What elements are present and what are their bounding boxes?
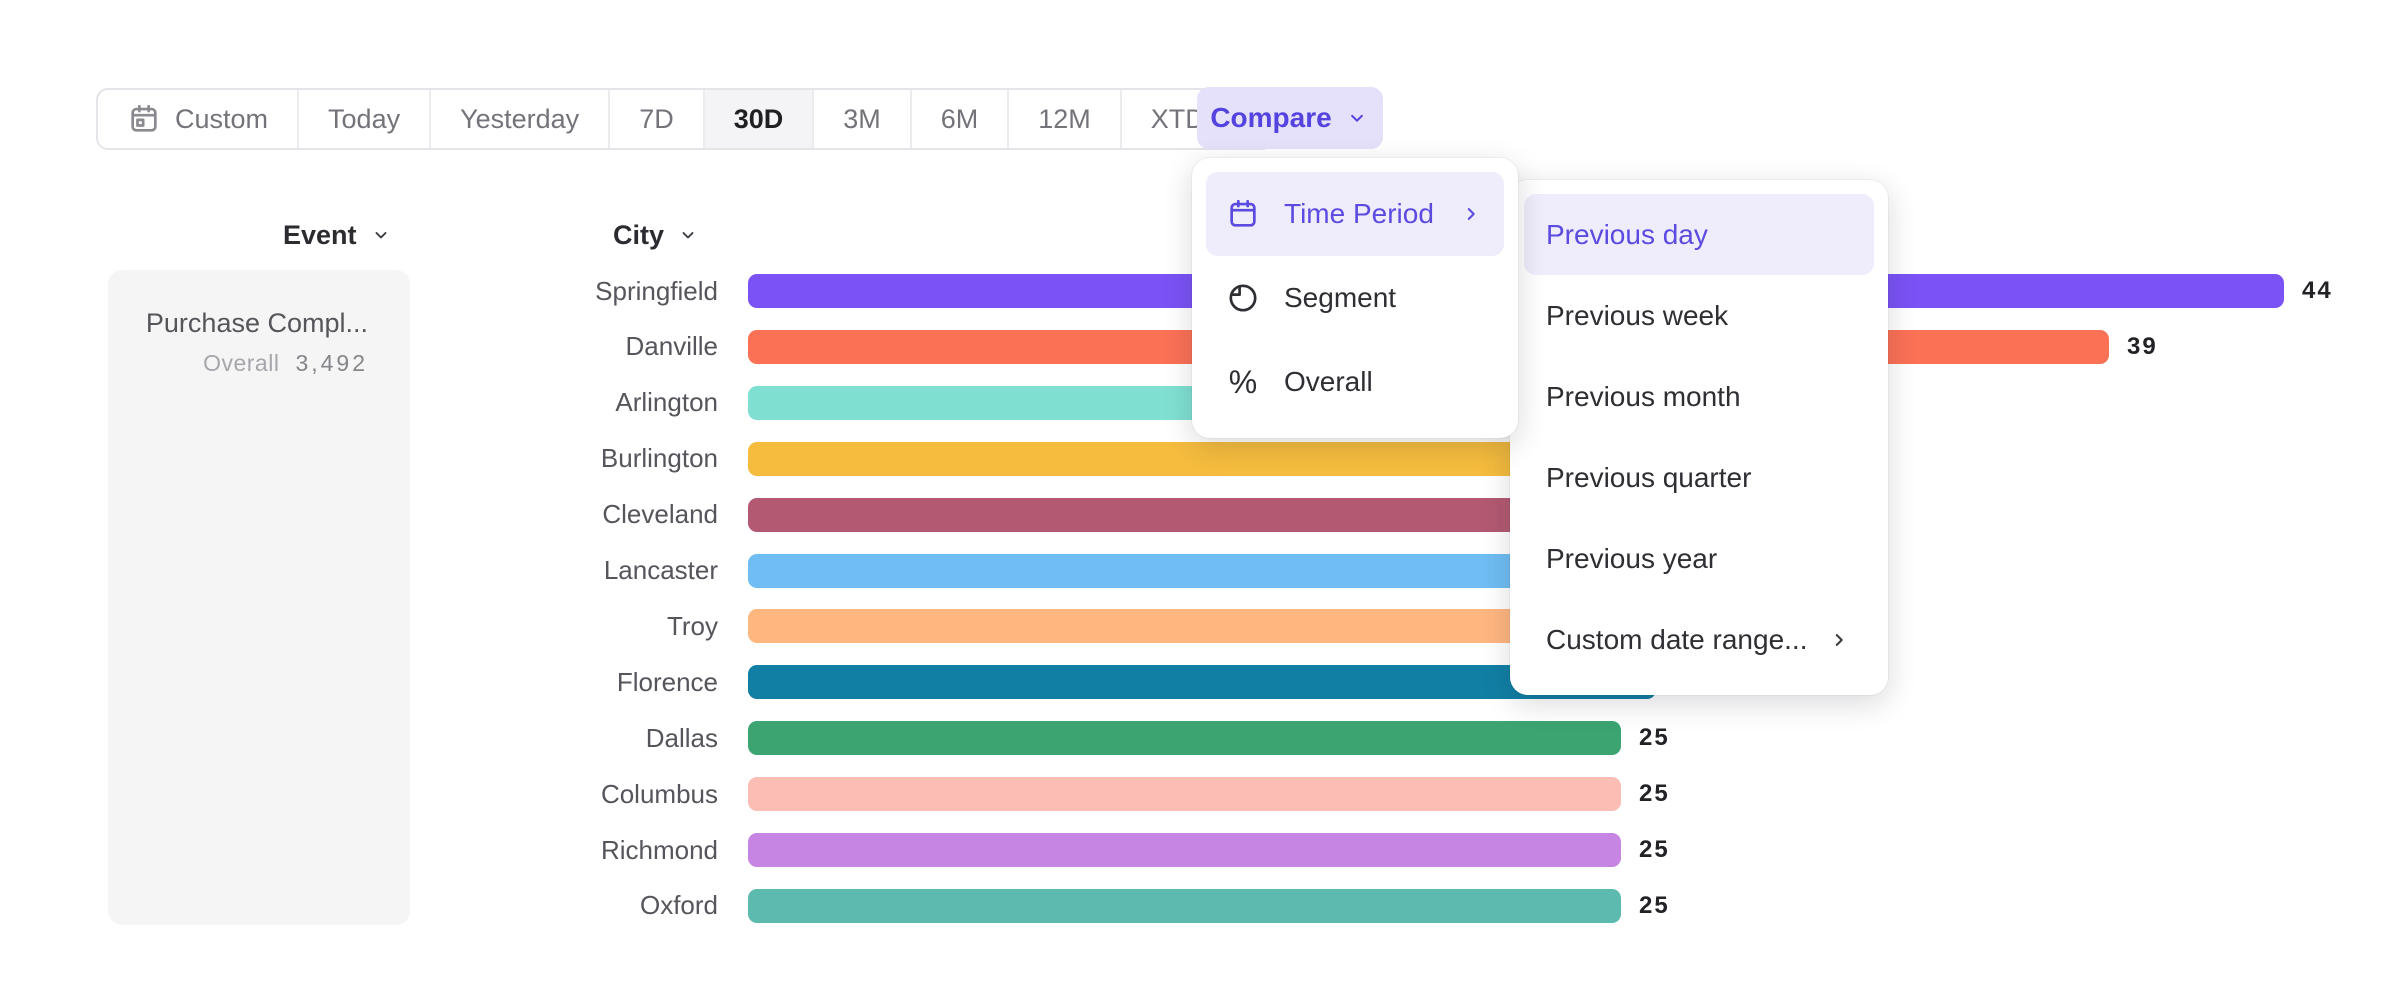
- submenu-item-previous-month[interactable]: Previous month: [1524, 356, 1874, 437]
- overall-label: Overall: [203, 350, 280, 376]
- compare-button-label: Compare: [1210, 102, 1332, 133]
- toolbar-item-today[interactable]: Today: [297, 90, 429, 148]
- submenu-item-previous-quarter[interactable]: Previous quarter: [1524, 437, 1874, 518]
- city-column-header[interactable]: City: [613, 218, 700, 252]
- compare-button[interactable]: Compare: [1197, 87, 1383, 149]
- submenu-item-label: Custom date range...: [1546, 623, 1808, 655]
- chart-row-florence: Florence: [420, 654, 1656, 710]
- toolbar-item-yesterday[interactable]: Yesterday: [429, 90, 608, 148]
- event-column-header[interactable]: Event: [283, 218, 393, 252]
- event-card[interactable]: Purchase Compl... Overall 3,492: [108, 270, 410, 925]
- city-label: Columbus: [600, 778, 718, 809]
- submenu-item-label: Previous quarter: [1546, 461, 1752, 493]
- chart-row-dallas: Dallas 25: [420, 710, 1670, 766]
- toolbar-item-label: XTD: [1150, 103, 1205, 134]
- city-label: Lancaster: [603, 555, 718, 585]
- chevron-right-icon: [1458, 201, 1484, 227]
- bar-oxford[interactable]: [748, 888, 1621, 923]
- city-label: Florence: [616, 666, 718, 697]
- bar-value-label: 25: [1639, 724, 1670, 752]
- city-label: Springfield: [595, 275, 718, 306]
- toolbar-item-label: 7D: [639, 103, 674, 134]
- chevron-right-icon: [1826, 627, 1852, 653]
- submenu-item-label: Previous day: [1546, 218, 1708, 250]
- event-name: Purchase Compl...: [145, 308, 368, 338]
- bar-value-label: 39: [2127, 332, 2158, 360]
- menu-item-label: Time Period: [1284, 198, 1434, 229]
- chart-row-oxford: Oxford 25: [420, 878, 1670, 934]
- bar-value-label: 25: [1639, 836, 1670, 863]
- city-label: Richmond: [600, 834, 718, 865]
- toolbar-item-12m[interactable]: 12M: [1007, 90, 1120, 148]
- overall-value: 3,492: [295, 350, 368, 376]
- city-label: Arlington: [615, 387, 718, 418]
- city-column-header-label: City: [613, 219, 665, 250]
- menu-item-label: Overall: [1284, 366, 1373, 397]
- bar-richmond[interactable]: [748, 833, 1621, 867]
- bar-dallas[interactable]: [748, 721, 1621, 756]
- menu-item-label: Segment: [1284, 282, 1397, 313]
- submenu-item-label: Previous month: [1546, 380, 1741, 412]
- toolbar-item-30d[interactable]: 30D: [702, 90, 813, 148]
- toolbar-item-label: 3M: [843, 103, 881, 134]
- chart-row-columbus: Columbus 25: [420, 766, 1670, 822]
- segment-icon: [1226, 281, 1260, 315]
- event-overall: Overall 3,492: [203, 350, 368, 377]
- toolbar-item-label: Yesterday: [460, 103, 580, 134]
- city-label: Oxford: [639, 890, 718, 921]
- submenu-item-custom-date-range[interactable]: Custom date range...: [1524, 599, 1874, 680]
- bar-columbus[interactable]: [748, 777, 1621, 812]
- submenu-item-previous-day[interactable]: Previous day: [1524, 194, 1874, 275]
- toolbar-item-3m[interactable]: 3M: [812, 90, 910, 148]
- submenu-item-previous-week[interactable]: Previous week: [1524, 275, 1874, 356]
- compare-dropdown-menu: Time Period Segment% Overall: [1192, 158, 1518, 438]
- toolbar-item-6m[interactable]: 6M: [909, 90, 1008, 148]
- menu-item-overall[interactable]: % Overall: [1206, 340, 1504, 424]
- chevron-down-icon: [676, 223, 700, 247]
- date-range-toolbar: Custom Today Yesterday 7D 30D 3M 6M 12M XTD: [96, 88, 1274, 150]
- toolbar-item-label: Custom: [175, 103, 269, 134]
- city-label: Troy: [666, 610, 718, 641]
- bar-florence[interactable]: [748, 665, 1656, 700]
- chart-row-richmond: Richmond 25: [420, 822, 1670, 878]
- calendar-icon: [127, 102, 161, 136]
- bar-value-label: 25: [1639, 780, 1670, 808]
- event-column-header-label: Event: [283, 219, 357, 250]
- menu-item-segment[interactable]: Segment: [1206, 256, 1504, 340]
- menu-item-time-period[interactable]: Time Period: [1206, 172, 1504, 256]
- bar-value-label: 25: [1639, 891, 1670, 919]
- toolbar-item-7d[interactable]: 7D: [608, 90, 703, 148]
- toolbar-item-label: Today: [328, 103, 401, 134]
- percent-icon: %: [1228, 364, 1258, 400]
- bar-value-label: 44: [2302, 277, 2333, 304]
- city-label: Dallas: [645, 722, 718, 753]
- submenu-item-previous-year[interactable]: Previous year: [1524, 518, 1874, 599]
- city-label: Burlington: [600, 443, 718, 474]
- calendar-icon: [1226, 197, 1260, 231]
- chevron-down-icon: [1344, 105, 1370, 131]
- submenu-item-label: Previous year: [1546, 542, 1718, 574]
- toolbar-item-label: 12M: [1038, 103, 1091, 134]
- toolbar-item-label: 30D: [733, 103, 784, 134]
- time-period-submenu: Previous day Previous week Previous month P…: [1510, 180, 1888, 695]
- chevron-down-icon: [369, 223, 393, 247]
- toolbar-item-xtd[interactable]: XTD: [1119, 90, 1272, 148]
- city-label: Cleveland: [602, 499, 718, 530]
- chart-row-troy: Troy: [420, 598, 1691, 654]
- city-label: Danville: [625, 331, 719, 362]
- submenu-item-label: Previous week: [1546, 299, 1729, 331]
- toolbar-item-custom[interactable]: Custom: [98, 90, 297, 148]
- toolbar-item-label: 6M: [940, 103, 979, 134]
